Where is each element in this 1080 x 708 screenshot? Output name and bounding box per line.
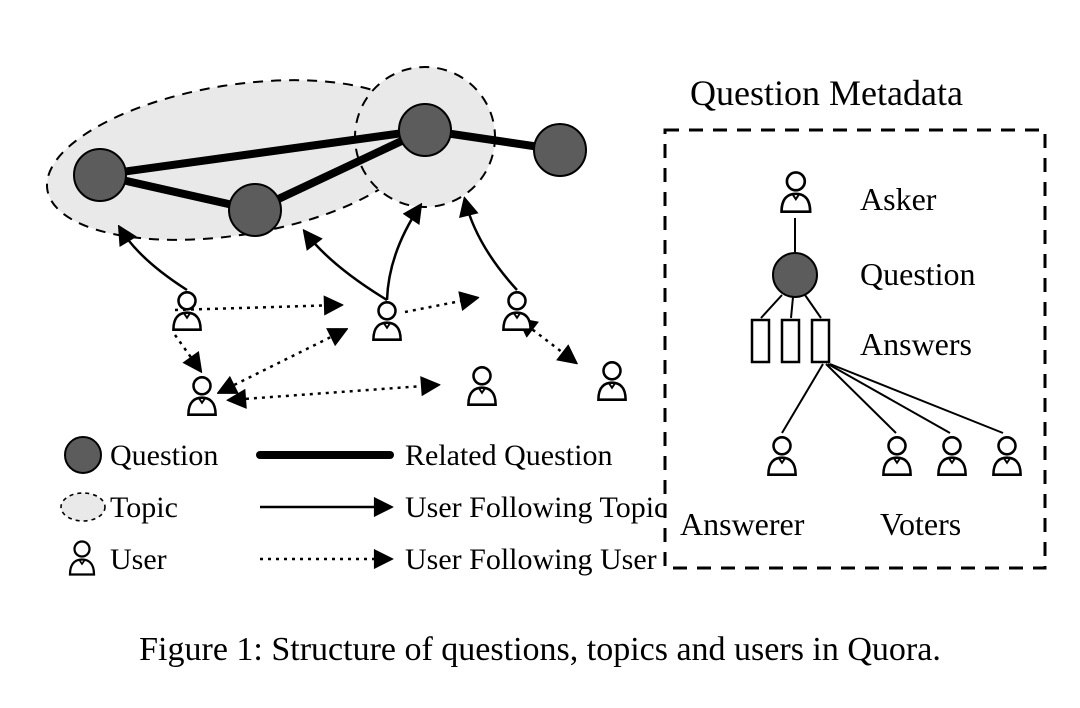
metadata-answer-2 <box>812 320 829 362</box>
network-diagram <box>36 56 586 400</box>
metadata-question-node <box>773 253 817 297</box>
follow-user-arrow <box>175 305 340 310</box>
legend-label-follow-user: User Following User <box>405 543 657 576</box>
question-node <box>229 184 281 236</box>
figure-caption: Figure 1: Structure of questions, topics… <box>139 631 941 668</box>
network-user-icon <box>503 292 530 329</box>
metadata-box <box>665 130 1045 568</box>
legend-question-icon <box>65 437 101 473</box>
metadata-answer-1 <box>782 320 799 362</box>
legend-label-question: Question <box>110 439 218 472</box>
follow-user-arrow <box>405 298 476 312</box>
follow-user-arrow <box>230 385 437 400</box>
network-user-icon <box>468 367 495 404</box>
question-node <box>399 104 451 156</box>
metadata-label-answerer: Answerer <box>680 506 805 542</box>
follow-topic-arrow <box>465 200 517 290</box>
follow-topic-arrow <box>387 206 420 300</box>
metadata-answer-0 <box>752 320 769 362</box>
legend-topic-icon <box>61 493 105 521</box>
metadata-label-voters: Voters <box>880 506 961 542</box>
network-user-icon <box>598 362 625 399</box>
metadata-label-question: Question <box>860 256 976 292</box>
legend-label-user: User <box>110 543 167 576</box>
metadata-connector <box>828 364 950 433</box>
legend-label-topic: Topic <box>110 491 178 524</box>
metadata-connector <box>826 364 896 433</box>
metadata-connector <box>830 364 1003 433</box>
legend-label-follow-topic: User Following Topic <box>405 491 667 524</box>
metadata-voter-icon <box>993 437 1020 474</box>
metadata-label-asker: Asker <box>860 181 937 217</box>
question-node <box>74 149 126 201</box>
question-node <box>534 124 586 176</box>
legend: Question Topic User Related Question User Fo… <box>61 437 667 576</box>
metadata-title: Question Metadata <box>690 73 963 113</box>
metadata-voter-icon <box>938 437 965 474</box>
legend-user-icon <box>70 542 94 575</box>
metadata-connector <box>791 297 793 318</box>
legend-label-related: Related Question <box>405 439 612 472</box>
metadata-connector <box>805 295 821 318</box>
metadata-voter-icon <box>883 437 910 474</box>
follow-topic-arrow <box>305 232 387 300</box>
metadata-connector <box>782 364 823 433</box>
follow-user-arrow <box>220 330 345 392</box>
network-user-icon <box>373 302 400 339</box>
metadata-label-answers: Answers <box>860 326 972 362</box>
network-user-icon <box>188 377 215 414</box>
metadata-voter-icon <box>768 437 795 474</box>
metadata-connector <box>761 295 782 318</box>
metadata-asker-icon <box>782 172 811 211</box>
follow-user-arrow <box>175 335 200 370</box>
